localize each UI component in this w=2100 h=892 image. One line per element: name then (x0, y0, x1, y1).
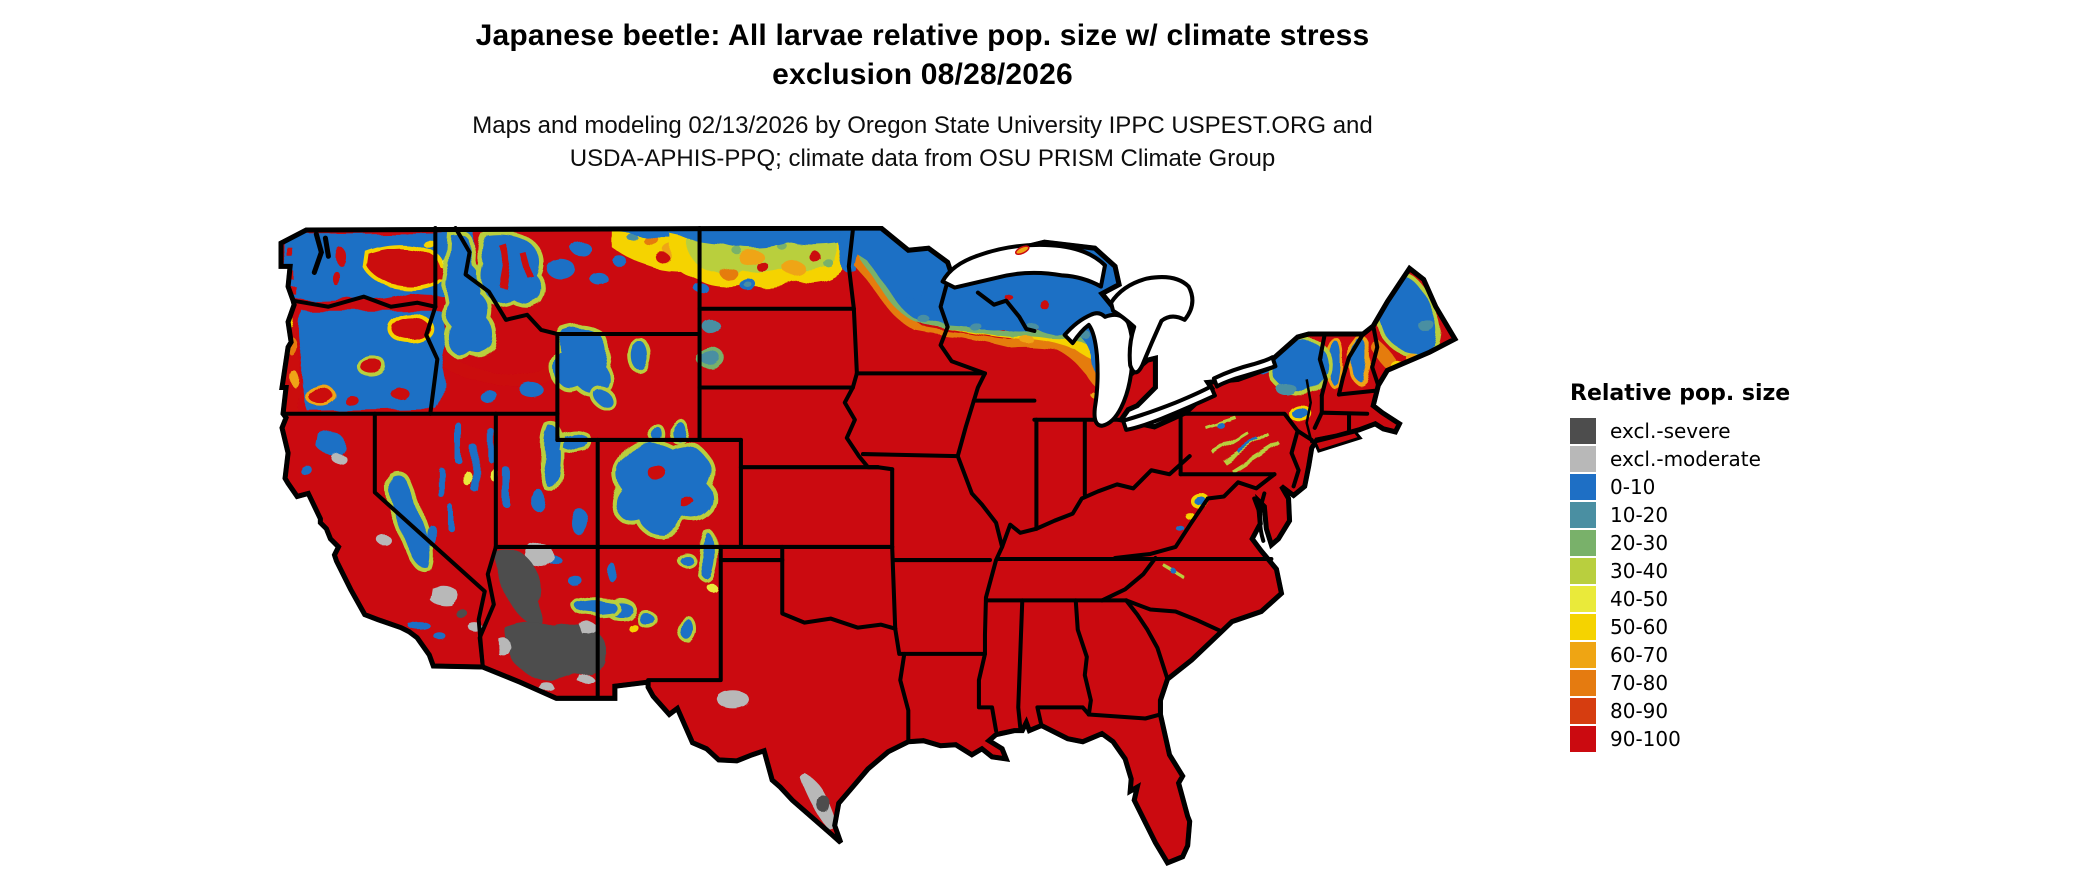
raster-overlay (283, 228, 1442, 830)
legend-swatch (1570, 558, 1596, 584)
map-title-line2: exclusion 08/28/2026 (772, 58, 1073, 91)
legend-label: 60-70 (1610, 643, 1669, 667)
us-risk-map (278, 226, 1463, 884)
legend-row: 60-70 (1570, 642, 1790, 668)
legend-swatch (1570, 530, 1596, 556)
legend-label: 30-40 (1610, 559, 1669, 583)
header: Japanese beetle: All larvae relative pop… (0, 16, 1845, 175)
legend-label: 80-90 (1610, 699, 1669, 723)
legend-label: 20-30 (1610, 531, 1669, 555)
legend-row: 30-40 (1570, 558, 1790, 584)
legend-swatch (1570, 614, 1596, 640)
legend-swatch (1570, 670, 1596, 696)
legend-label: 50-60 (1610, 615, 1669, 639)
us-map-svg (278, 226, 1463, 884)
lake-huron (1109, 275, 1195, 375)
map-subtitle-line2: USDA-APHIS-PPQ; climate data from OSU PR… (569, 145, 1276, 172)
map-subtitle-line1: Maps and modeling 02/13/2026 by Oregon S… (472, 112, 1373, 139)
legend-row: 0-10 (1570, 474, 1790, 500)
great-lakes (940, 242, 1278, 432)
legend-row: 80-90 (1570, 698, 1790, 724)
legend-row: 20-30 (1570, 530, 1790, 556)
isle-royale (1014, 245, 1030, 256)
puget-sound (311, 231, 331, 275)
legend-label: 10-20 (1610, 503, 1669, 527)
legend-items: excl.-severe excl.-moderate 0-10 10-20 2… (1570, 418, 1790, 752)
lake-ontario (1211, 355, 1278, 389)
lake-erie (1121, 384, 1217, 432)
legend-swatch (1570, 502, 1596, 528)
legend: Relative pop. size excl.-severe excl.-mo… (1570, 381, 1790, 754)
legend-label: 70-80 (1610, 671, 1669, 695)
lake-champlain (1319, 336, 1326, 360)
legend-label: excl.-severe (1610, 419, 1731, 443)
legend-swatch (1570, 418, 1596, 444)
map-details (311, 231, 1363, 543)
legend-row: 90-100 (1570, 726, 1790, 752)
legend-label: 0-10 (1610, 475, 1656, 499)
legend-label: excl.-moderate (1610, 447, 1761, 471)
legend-row: 50-60 (1570, 614, 1790, 640)
legend-swatch (1570, 698, 1596, 724)
legend-swatch (1570, 726, 1596, 752)
legend-row: excl.-moderate (1570, 446, 1790, 472)
chesapeake-bay (1252, 491, 1267, 543)
legend-row: 70-80 (1570, 670, 1790, 696)
legend-swatch (1570, 586, 1596, 612)
legend-swatch (1570, 446, 1596, 472)
state-borders (281, 226, 1381, 744)
legend-label: 90-100 (1610, 727, 1681, 751)
hudson-river (1305, 379, 1313, 444)
legend-swatch (1570, 642, 1596, 668)
legend-row: 10-20 (1570, 502, 1790, 528)
lake-superior (940, 242, 1107, 290)
legend-title: Relative pop. size (1570, 381, 1791, 406)
map-title-line1: Japanese beetle: All larvae relative pop… (475, 19, 1370, 52)
legend-label: 40-50 (1610, 587, 1669, 611)
legend-swatch (1570, 474, 1596, 500)
map-subtitle: Maps and modeling 02/13/2026 by Oregon S… (0, 109, 1845, 175)
legend-row: 40-50 (1570, 586, 1790, 612)
legend-row: excl.-severe (1570, 418, 1790, 444)
long-island (1312, 430, 1363, 453)
